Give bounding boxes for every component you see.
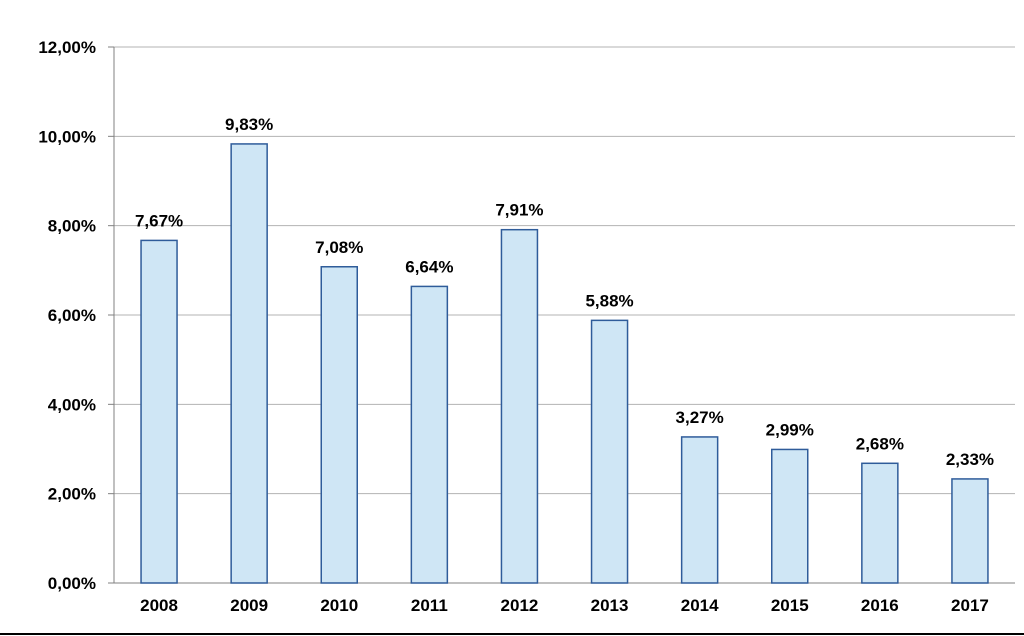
bar-2010	[320, 266, 358, 584]
x-tick-label: 2008	[140, 596, 178, 615]
x-tick-label: 2010	[320, 596, 358, 615]
data-label-2015: 2,99%	[766, 420, 814, 439]
y-tick-label: 8,00%	[48, 217, 96, 236]
data-label-2010: 7,08%	[315, 238, 363, 257]
y-tick-label: 0,00%	[48, 574, 96, 593]
y-tick-label: 12,00%	[38, 38, 96, 57]
x-tick-label: 2016	[861, 596, 899, 615]
bar-2017	[951, 478, 989, 584]
bars	[140, 143, 989, 584]
x-tick-label: 2013	[591, 596, 629, 615]
data-label-2008: 7,67%	[135, 211, 183, 230]
bar-2008	[140, 239, 178, 584]
data-label-2013: 5,88%	[585, 291, 633, 310]
x-tick-label: 2014	[681, 596, 719, 615]
bar-2013	[590, 319, 629, 584]
x-tick-labels: 2008 2009 2010 2011 2012 2013 2014 2015 2016 2017	[140, 596, 989, 615]
data-label-2011: 6,64%	[405, 257, 453, 276]
bar-2015	[771, 448, 809, 584]
x-tick-label: 2009	[230, 596, 268, 615]
data-label-2014: 3,27%	[676, 408, 724, 427]
y-tick-label: 4,00%	[48, 395, 96, 414]
bar-2012	[500, 228, 539, 584]
bar-2014	[680, 436, 719, 584]
y-tick-label: 6,00%	[48, 306, 96, 325]
data-labels: 7,67% 9,83% 7,08% 6,64% 7,91% 5,88% 3,27% 2,99%…	[135, 115, 994, 469]
bar-2009	[230, 143, 268, 584]
x-tick-label: 2012	[501, 596, 539, 615]
data-label-2016: 2,68%	[856, 434, 904, 453]
bar-2011	[410, 285, 449, 584]
x-tick-label: 2011	[411, 596, 448, 615]
x-tick-label: 2017	[951, 596, 989, 615]
data-label-2012: 7,91%	[495, 201, 543, 220]
data-label-2009: 9,83%	[225, 115, 273, 134]
data-label-2017: 2,33%	[946, 450, 994, 469]
y-tick-label: 2,00%	[48, 485, 96, 504]
bar-2016	[861, 462, 899, 584]
y-tick-label: 10,00%	[38, 127, 96, 146]
x-tick-label: 2015	[771, 596, 809, 615]
y-tick-labels: 0,00% 2,00% 4,00% 6,00% 8,00% 10,00% 12,00%	[38, 38, 96, 593]
